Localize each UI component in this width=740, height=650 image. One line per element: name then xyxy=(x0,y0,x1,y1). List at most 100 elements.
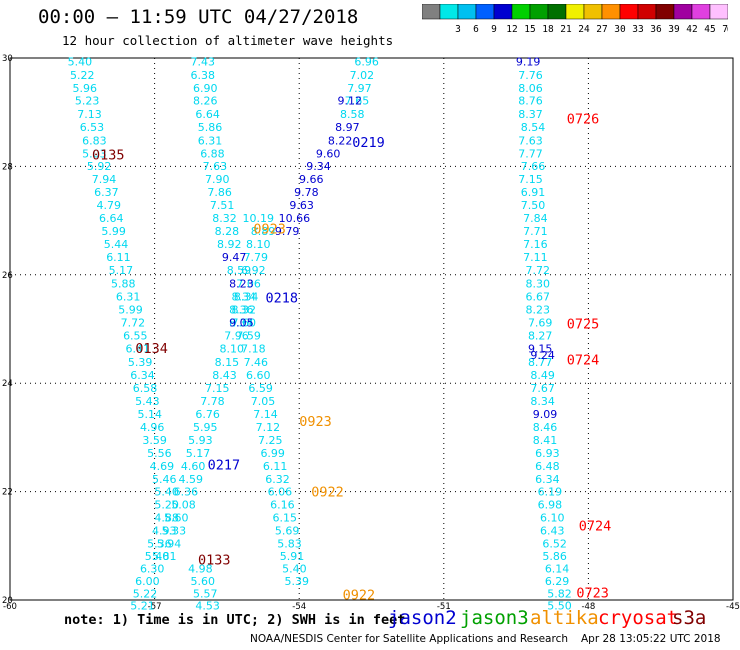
wave-height-value: 6.60 xyxy=(246,369,271,382)
wave-height-value: 5.40 xyxy=(68,55,93,68)
wave-height-value: 6.38 xyxy=(191,69,216,82)
footer-note: note: 1) Time is in UTC; 2) SWH is in fe… xyxy=(64,612,406,628)
lon-tick-label: -48 xyxy=(581,602,595,610)
wave-height-value: 5.43 xyxy=(135,395,160,408)
wave-height-value: 7.16 xyxy=(523,238,548,251)
wave-height-value: 8.34 xyxy=(229,316,254,329)
wave-height-value: 7.06 xyxy=(236,277,261,290)
wave-height-value: 5.21 xyxy=(130,599,155,610)
wave-height-value: 7.15 xyxy=(205,382,230,395)
legend-tick-label: 70 xyxy=(722,24,728,35)
wave-height-value: 5.60 xyxy=(191,575,216,588)
wave-height-value: 7.66 xyxy=(521,160,546,173)
wave-height-value: 4.53 xyxy=(195,599,220,610)
lat-tick-label: 22 xyxy=(2,488,13,498)
wave-height-value: 7.50 xyxy=(521,199,546,212)
wave-height-value: 8.54 xyxy=(521,121,546,134)
lat-tick-label: 26 xyxy=(2,271,13,281)
legend-tick-label: 9 xyxy=(491,24,497,35)
wave-height-value: 5.23 xyxy=(75,94,100,107)
wave-height-value: 8.34 xyxy=(530,395,555,408)
wave-height-value: 5.22 xyxy=(70,69,95,82)
wave-height-value: 6.83 xyxy=(82,134,107,147)
wave-height-value: 8.27 xyxy=(528,330,553,343)
wave-height-value: 5.17 xyxy=(109,264,134,277)
legend-tick-label: 21 xyxy=(560,24,572,35)
wave-height-value: 6.30 xyxy=(140,563,165,576)
wave-height-value: 8.06 xyxy=(518,82,543,95)
wave-height-value: 8.36 xyxy=(229,303,254,316)
legend-tick-label: 27 xyxy=(596,24,607,35)
wave-height-value: 5.95 xyxy=(193,421,218,434)
wave-height-value: 5.93 xyxy=(188,434,213,447)
wave-height-value: 8.89 xyxy=(251,225,276,238)
wave-height-value: 6.64 xyxy=(99,212,124,225)
wave-height-value: 8.49 xyxy=(530,369,555,382)
wave-height-value: 9.34 xyxy=(306,160,331,173)
legend-tick-label: 3 xyxy=(455,24,461,35)
wave-height-value: 5.40 xyxy=(282,563,307,576)
wave-height-value: 5.03 xyxy=(82,147,107,160)
legend-tick-label: 33 xyxy=(632,24,643,35)
wave-height-value: 8.23 xyxy=(526,303,551,316)
wave-height-value: 7.18 xyxy=(241,343,266,356)
wave-height-value: 6.99 xyxy=(260,447,285,460)
wave-height-value: 8.37 xyxy=(518,108,543,121)
wave-height-value: 5.99 xyxy=(101,225,126,238)
wave-height-value: 7.77 xyxy=(518,147,543,160)
wave-height-value: 8.30 xyxy=(526,277,551,290)
pass-time-label: 0134 xyxy=(135,341,168,357)
wave-height-value: 9.12 xyxy=(338,94,363,107)
wave-height-value: 7.71 xyxy=(523,225,548,238)
wave-height-value: 7.97 xyxy=(347,82,372,95)
wave-height-value: 9.78 xyxy=(294,186,319,199)
legend-tick-label: 42 xyxy=(686,24,697,35)
wave-height-value: 6.67 xyxy=(526,290,551,303)
wave-height-value: 6.43 xyxy=(540,525,565,538)
wave-height-value: 6.11 xyxy=(263,460,288,473)
wave-height-value: 8.22 xyxy=(328,134,353,147)
wave-height-value: 8.43 xyxy=(212,369,237,382)
wave-height-value: 5.46 xyxy=(152,473,177,486)
wave-height-value: 5.56 xyxy=(147,447,172,460)
wave-height-value: 6.92 xyxy=(241,264,266,277)
lat-tick-label: 28 xyxy=(2,162,13,172)
wave-height-value: 9.19 xyxy=(516,55,541,68)
wave-height-value: 5.17 xyxy=(186,447,211,460)
wave-height-value: 8.15 xyxy=(215,356,240,369)
wave-height-value: 5.20 xyxy=(154,499,179,512)
wave-height-value: 4.60 xyxy=(181,460,206,473)
wave-height-value: 5.50 xyxy=(547,599,572,610)
legend-s3a: s3a xyxy=(672,607,707,629)
wave-height-value: 9.60 xyxy=(316,147,341,160)
wave-height-value: 8.10 xyxy=(219,343,244,356)
wave-height-value: 5.40 xyxy=(145,550,170,563)
wave-height-value: 5.83 xyxy=(277,538,302,551)
color-scale-legend: 36912151821242730333639424570(ft) xyxy=(422,4,728,35)
wave-height-value: 7.94 xyxy=(92,173,117,186)
wave-height-value: 7.86 xyxy=(207,186,232,199)
wave-height-value: 5.40 xyxy=(154,486,179,499)
legend-tick-label: 24 xyxy=(578,24,590,35)
wave-height-value: 7.78 xyxy=(200,395,225,408)
wave-height-value: 9.47 xyxy=(222,251,247,264)
wave-height-value: 6.34 xyxy=(130,369,155,382)
wave-height-value: 6.37 xyxy=(94,186,119,199)
wave-height-value: 7.63 xyxy=(203,160,228,173)
wave-height-value: 8.34 xyxy=(234,290,259,303)
legend-jason3: jason3 xyxy=(460,607,529,629)
wave-height-value: 8.32 xyxy=(232,303,257,316)
generated-timestamp: Apr 28 13:05:22 UTC 2018 xyxy=(581,633,721,645)
pass-time-label: 0726 xyxy=(567,112,600,128)
wave-height-value: 7.25 xyxy=(258,434,283,447)
wave-height-value: 6.31 xyxy=(198,134,223,147)
legend-tick-label: 39 xyxy=(668,24,680,35)
wave-height-value: 7.59 xyxy=(236,330,261,343)
wave-height-value: 5.39 xyxy=(128,356,153,369)
legend-tick-label: 15 xyxy=(524,24,535,35)
wave-height-value: 5.14 xyxy=(138,408,163,421)
lon-tick-label: -60 xyxy=(3,602,17,610)
wave-height-value: 4.96 xyxy=(140,421,165,434)
wave-height-value: 5.81 xyxy=(152,550,177,563)
